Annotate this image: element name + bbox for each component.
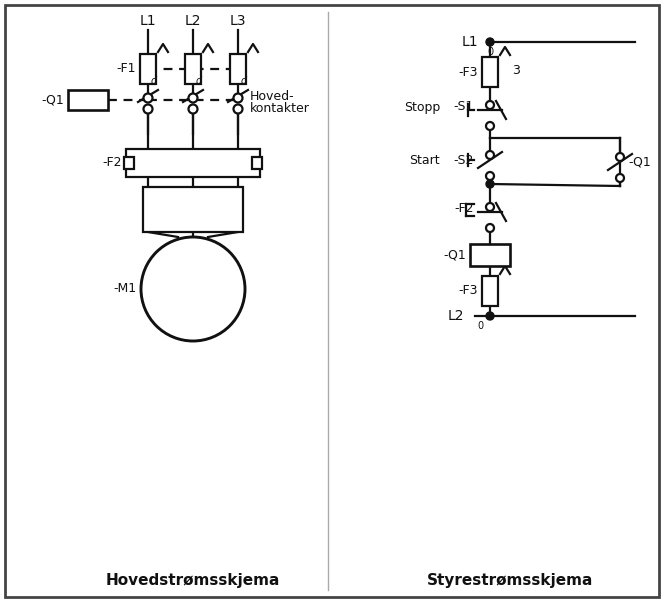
Text: 0: 0 bbox=[477, 321, 483, 331]
Text: -S2: -S2 bbox=[454, 154, 474, 167]
Text: -F2: -F2 bbox=[454, 202, 474, 216]
Bar bbox=[482, 57, 498, 87]
Bar bbox=[185, 54, 201, 84]
Text: M: M bbox=[185, 270, 201, 288]
Circle shape bbox=[486, 180, 494, 188]
Bar bbox=[143, 187, 243, 232]
Text: -S1: -S1 bbox=[454, 101, 474, 114]
Circle shape bbox=[189, 105, 197, 114]
Text: kontakter: kontakter bbox=[250, 102, 310, 114]
Text: Styrestrømsskjema: Styrestrømsskjema bbox=[427, 573, 593, 588]
Bar bbox=[126, 149, 260, 177]
Text: -Q1: -Q1 bbox=[41, 93, 64, 107]
Text: L1: L1 bbox=[139, 14, 156, 28]
Text: -F3: -F3 bbox=[459, 285, 478, 297]
Text: Hoved-: Hoved- bbox=[250, 90, 295, 102]
Circle shape bbox=[141, 237, 245, 341]
Circle shape bbox=[234, 105, 242, 114]
Text: 3: 3 bbox=[512, 63, 520, 76]
Circle shape bbox=[486, 101, 494, 109]
Text: -F3: -F3 bbox=[459, 66, 478, 78]
Text: Stopp: Stopp bbox=[404, 101, 440, 114]
Text: -F2: -F2 bbox=[102, 157, 122, 170]
Circle shape bbox=[616, 174, 624, 182]
Circle shape bbox=[486, 203, 494, 211]
Circle shape bbox=[486, 224, 494, 232]
Circle shape bbox=[486, 172, 494, 180]
Bar bbox=[230, 54, 246, 84]
Circle shape bbox=[616, 153, 624, 161]
Text: Start: Start bbox=[410, 154, 440, 167]
Bar bbox=[140, 54, 156, 84]
Circle shape bbox=[234, 93, 242, 102]
Bar bbox=[482, 276, 498, 306]
Bar bbox=[124, 157, 134, 169]
Text: d: d bbox=[151, 76, 157, 86]
Text: L3: L3 bbox=[230, 14, 246, 28]
Text: d: d bbox=[196, 76, 203, 86]
Circle shape bbox=[143, 105, 153, 114]
Circle shape bbox=[486, 38, 494, 46]
Text: -Q1: -Q1 bbox=[628, 155, 651, 169]
Circle shape bbox=[486, 312, 494, 320]
Circle shape bbox=[189, 93, 197, 102]
Text: L2: L2 bbox=[185, 14, 201, 28]
Circle shape bbox=[486, 122, 494, 130]
Bar bbox=[68, 90, 108, 110]
Text: -M1: -M1 bbox=[113, 282, 136, 296]
Circle shape bbox=[486, 151, 494, 159]
FancyBboxPatch shape bbox=[5, 5, 659, 597]
Bar bbox=[470, 244, 510, 266]
Circle shape bbox=[143, 93, 153, 102]
Bar bbox=[252, 157, 262, 169]
Text: -Q1: -Q1 bbox=[444, 249, 466, 261]
Text: L1: L1 bbox=[461, 35, 478, 49]
Text: d: d bbox=[241, 76, 247, 86]
Text: 3~: 3~ bbox=[182, 291, 205, 306]
Text: -F1: -F1 bbox=[116, 63, 136, 75]
Text: 0: 0 bbox=[487, 47, 493, 57]
Text: Hovedstrømsskjema: Hovedstrømsskjema bbox=[106, 573, 280, 588]
Text: L2: L2 bbox=[448, 309, 464, 323]
